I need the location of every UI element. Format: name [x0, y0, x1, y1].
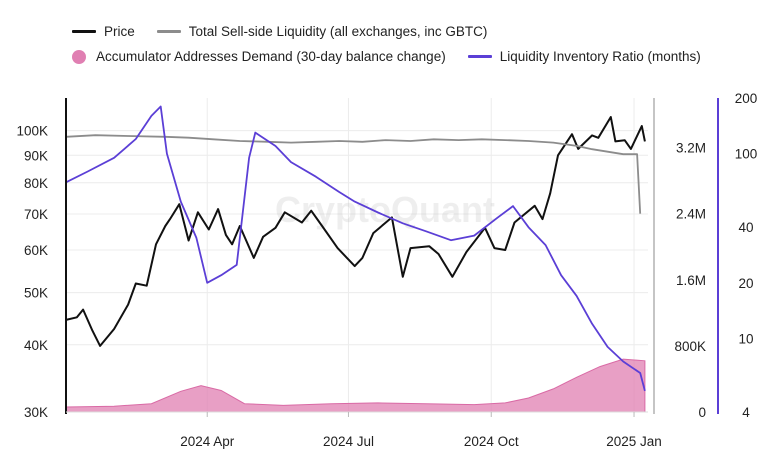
price-tick-label: 90K	[24, 148, 48, 163]
x-tick-label: 2024 Oct	[464, 434, 519, 449]
x-tick-label: 2024 Apr	[180, 434, 235, 449]
legend-item-accumulator-demand[interactable]: Accumulator Addresses Demand (30-day bal…	[72, 49, 446, 64]
liquidity-tick-label: 800K	[674, 339, 706, 354]
price-tick-label: 50K	[24, 286, 48, 301]
legend-label-sell-side-liquidity: Total Sell-side Liquidity (all exchanges…	[188, 24, 488, 39]
ratio-tick-label: 40	[738, 220, 753, 235]
price-tick-label: 60K	[24, 243, 48, 258]
price-tick-label: 80K	[24, 176, 48, 191]
ratio-tick-label: 200	[735, 91, 758, 106]
ratio-tick-label: 100	[735, 147, 758, 162]
liquidity-tick-label: 2.4M	[676, 207, 706, 222]
liquidity-tick-label: 3.2M	[676, 141, 706, 156]
liquidity-tick-label: 1.6M	[676, 273, 706, 288]
liquidity-tick-label: 0	[698, 405, 706, 420]
x-tick-label: 2024 Jul	[323, 434, 374, 449]
legend-item-inventory-ratio[interactable]: Liquidity Inventory Ratio (months)	[467, 49, 701, 64]
axes: 30K 40K 50K 60K 70K 80K 90K 100K 0 800K 1.6M 2.4M 3.…	[16, 91, 757, 449]
ratio-tick-label: 10	[738, 331, 753, 346]
series-price	[65, 116, 646, 347]
price-tick-label: 40K	[24, 338, 48, 353]
legend-label-inventory-ratio: Liquidity Inventory Ratio (months)	[499, 49, 701, 64]
price-tick-label: 100K	[16, 124, 48, 139]
x-tick-label: 2025 Jan	[606, 434, 662, 449]
price-swatch	[72, 30, 96, 33]
price-tick-label: 30K	[24, 405, 48, 420]
series-accumulator-addresses-demand-30-day-balance-change	[65, 358, 646, 413]
accumulator-demand-swatch	[72, 49, 86, 64]
series-liquidity-inventory-ratio-months	[65, 105, 646, 392]
inventory-ratio-swatch	[467, 55, 492, 58]
sell-side-liquidity-swatch	[156, 30, 181, 33]
ratio-tick-label: 20	[738, 276, 753, 291]
series-total-sell-side-liquidity-all-exchanges-inc-gbtc	[65, 134, 642, 214]
ratio-tick-label: 4	[742, 405, 750, 420]
series-layer	[65, 105, 646, 413]
legend-item-sell-side-liquidity[interactable]: Total Sell-side Liquidity (all exchanges…	[156, 24, 488, 39]
price-tick-label: 70K	[24, 207, 48, 222]
legend-item-price[interactable]: Price	[72, 24, 135, 39]
legend-label-price: Price	[104, 24, 135, 39]
legend-label-accumulator-demand: Accumulator Addresses Demand (30-day bal…	[96, 49, 446, 64]
legend-row-1: Price Total Sell-side Liquidity (all exc…	[72, 24, 509, 39]
legend-row-2: Accumulator Addresses Demand (30-day bal…	[72, 49, 723, 64]
